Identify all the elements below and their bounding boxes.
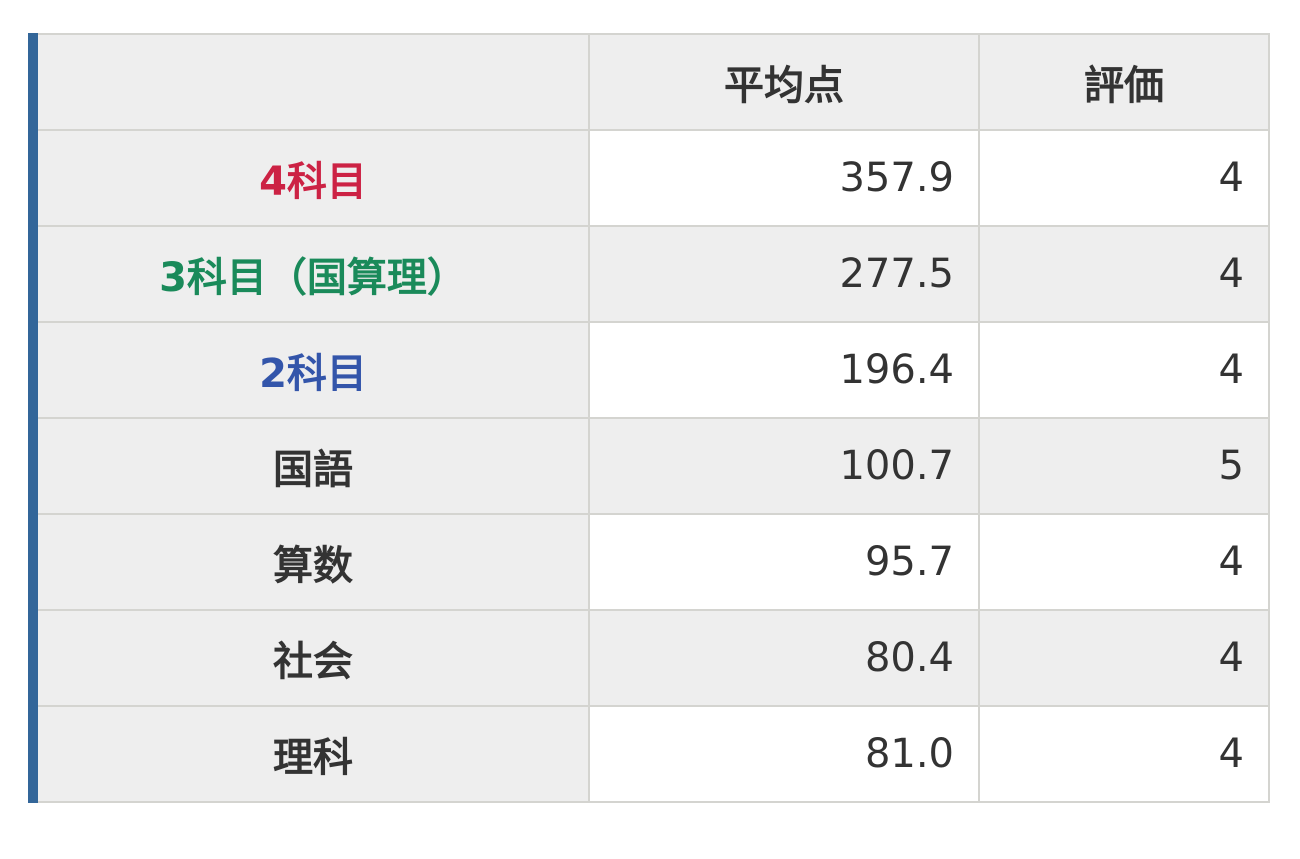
table-row: 4科目 357.9 4 (32, 129, 1270, 227)
grade-value: 4 (978, 609, 1270, 707)
header-average: 平均点 (588, 33, 980, 131)
grade-value: 5 (978, 417, 1270, 515)
header-subject (32, 33, 590, 131)
average-score: 81.0 (588, 705, 980, 803)
table-row: 社会 80.4 4 (32, 609, 1270, 707)
grade-value: 4 (978, 225, 1270, 323)
table-row: 理科 81.0 4 (32, 705, 1270, 803)
subject-label: 国語 (32, 417, 590, 515)
grade-value: 4 (978, 513, 1270, 611)
header-row: 平均点 評価 (32, 33, 1270, 131)
average-score: 95.7 (588, 513, 980, 611)
subject-label: 2科目 (32, 321, 590, 419)
subject-label: 社会 (32, 609, 590, 707)
table-row: 2科目 196.4 4 (32, 321, 1270, 419)
average-score: 357.9 (588, 129, 980, 227)
grade-value: 4 (978, 705, 1270, 803)
table-row: 国語 100.7 5 (32, 417, 1270, 515)
header-grade: 評価 (978, 33, 1270, 131)
table-row: 3科目（国算理） 277.5 4 (32, 225, 1270, 323)
average-score: 100.7 (588, 417, 980, 515)
score-table: 平均点 評価 4科目 357.9 4 3科目（国算理） 277.5 4 2科目 196.4 4 国… (28, 33, 1270, 803)
average-score: 80.4 (588, 609, 980, 707)
grade-value: 4 (978, 129, 1270, 227)
subject-label: 4科目 (32, 129, 590, 227)
grade-value: 4 (978, 321, 1270, 419)
subject-label: 理科 (32, 705, 590, 803)
subject-label: 算数 (32, 513, 590, 611)
subject-label: 3科目（国算理） (32, 225, 590, 323)
average-score: 196.4 (588, 321, 980, 419)
average-score: 277.5 (588, 225, 980, 323)
table-row: 算数 95.7 4 (32, 513, 1270, 611)
